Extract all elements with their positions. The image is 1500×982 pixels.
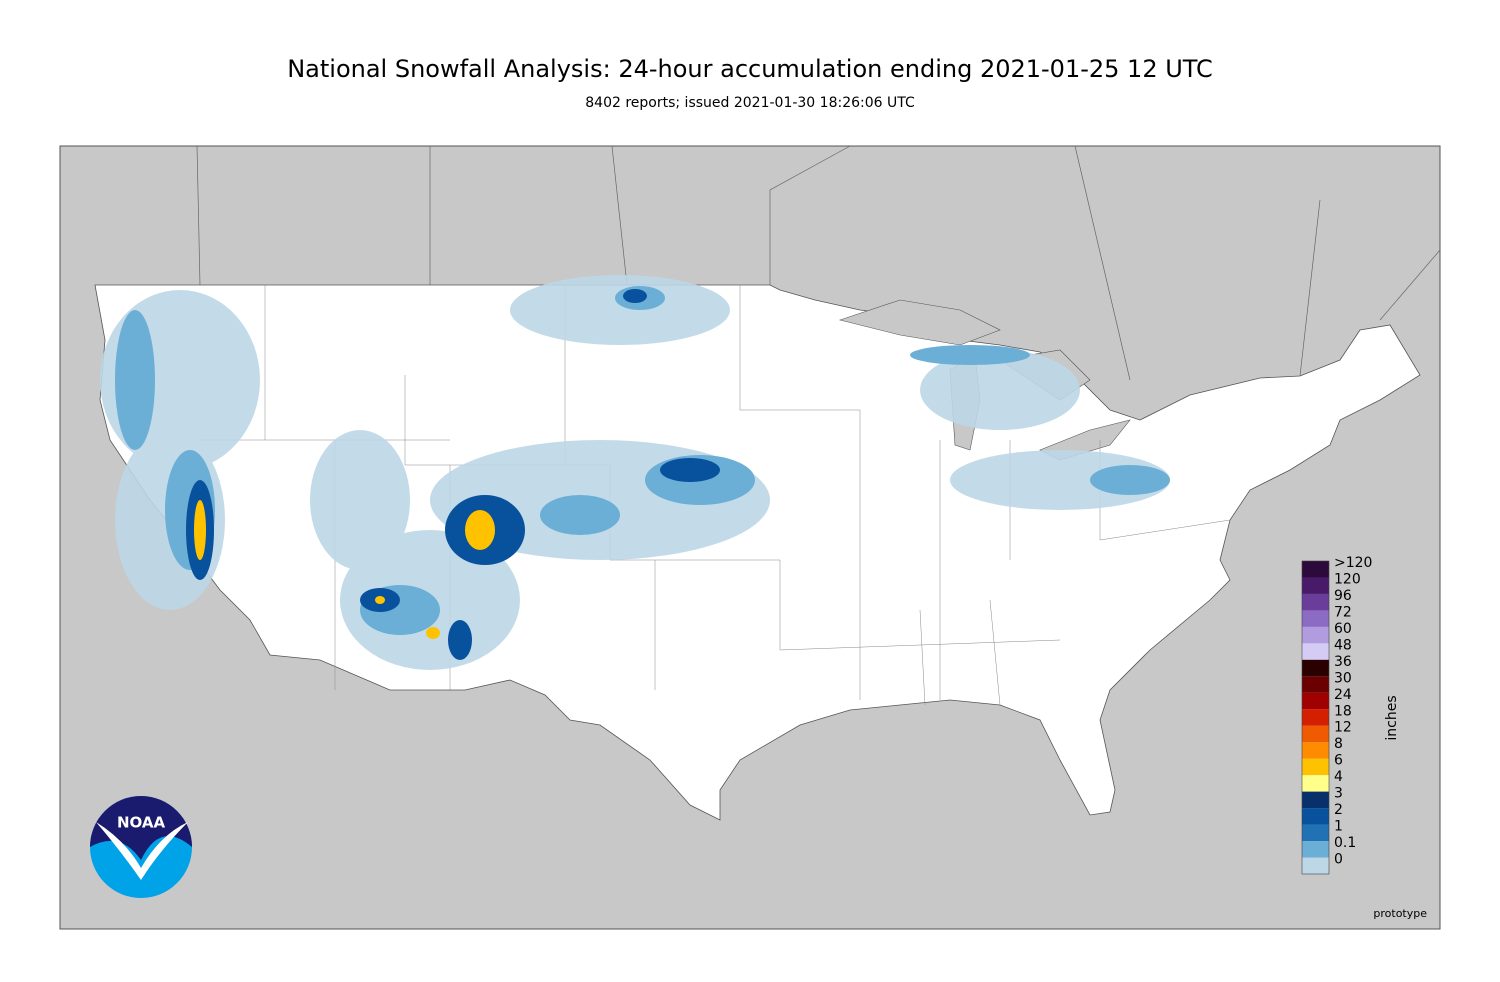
- legend-swatch: [1302, 791, 1329, 809]
- legend-swatch: [1302, 857, 1329, 874]
- legend-swatch: [1302, 610, 1329, 627]
- legend-label: 48: [1334, 637, 1352, 653]
- legend-swatch: [1302, 577, 1329, 594]
- legend-unit: inches: [1384, 695, 1400, 740]
- conus-land: [94, 284, 1421, 821]
- legend-swatch: [1302, 676, 1329, 693]
- legend-label: 8: [1334, 736, 1343, 752]
- legend-label: 24: [1334, 687, 1352, 703]
- legend-swatch: [1302, 709, 1329, 726]
- legend-swatch: [1302, 692, 1329, 710]
- legend-swatch: [1302, 742, 1329, 759]
- legend-swatch: [1302, 643, 1329, 660]
- legend-label: 12: [1334, 720, 1352, 736]
- legend-swatch: [1302, 626, 1329, 644]
- legend-swatch: [1302, 824, 1329, 842]
- legend-swatch: [1302, 758, 1329, 776]
- legend-label: 120: [1334, 571, 1361, 587]
- legend-label: 1: [1334, 819, 1343, 835]
- borders: [196, 145, 1441, 381]
- legend-label: 2: [1334, 802, 1343, 818]
- legend-label: 36: [1334, 654, 1352, 670]
- legend-label: 0: [1334, 852, 1343, 868]
- legend-swatch: [1302, 659, 1329, 677]
- legend-label: 0.1: [1334, 835, 1356, 851]
- legend-swatch: [1302, 725, 1329, 743]
- legend-swatch: [1302, 593, 1329, 611]
- snowfall-field: [100, 275, 1170, 670]
- legend-label: 96: [1334, 588, 1352, 604]
- legend-label: 4: [1334, 769, 1343, 785]
- legend-label: 30: [1334, 670, 1352, 686]
- logo-text: NOAA: [117, 814, 166, 832]
- legend-label: >120: [1334, 555, 1372, 571]
- legend-label: 6: [1334, 753, 1343, 769]
- title: National Snowfall Analysis: 24-hour accu…: [287, 55, 1213, 83]
- legend-swatch: [1302, 561, 1329, 578]
- legend-label: 72: [1334, 604, 1352, 620]
- subtitle: 8402 reports; issued 2021-01-30 18:26:06…: [585, 95, 915, 111]
- legend-swatch: [1302, 808, 1329, 825]
- legend-label: 60: [1334, 621, 1352, 637]
- legend-label: 3: [1334, 786, 1343, 802]
- footer-note: prototype: [1373, 907, 1427, 920]
- legend-swatch: [1302, 841, 1329, 858]
- legend-swatch: [1302, 775, 1329, 792]
- legend-label: 18: [1334, 703, 1352, 719]
- legend-border: [1301, 560, 1330, 875]
- noaa-logo: NOAA: [90, 796, 192, 898]
